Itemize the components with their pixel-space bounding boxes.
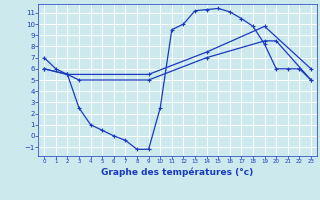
X-axis label: Graphe des températures (°c): Graphe des températures (°c) — [101, 167, 254, 177]
